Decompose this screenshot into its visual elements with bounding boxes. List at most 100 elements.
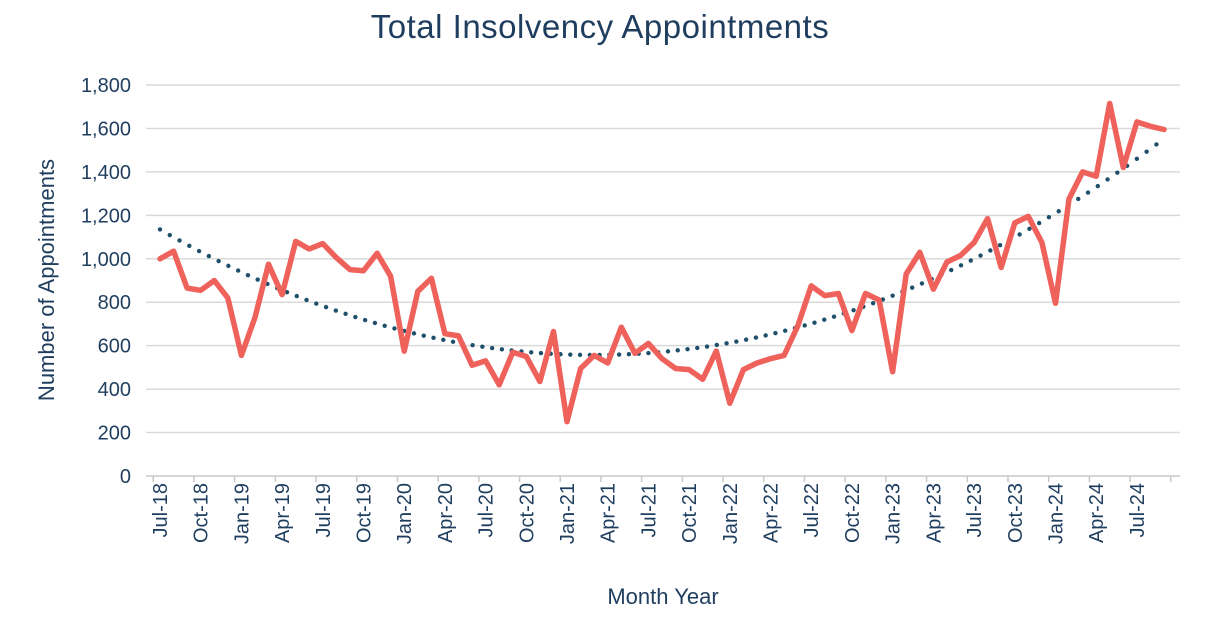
trendline-dot [499, 347, 505, 352]
trendline-dot [1056, 209, 1061, 214]
trendline-dot [978, 253, 983, 258]
trendline-dot [441, 337, 446, 343]
x-tick-label: Jul-18 [150, 483, 172, 537]
x-axis-title: Month Year [607, 584, 719, 609]
x-tick-label: Apr-22 [761, 483, 783, 543]
y-tick-label: 1,200 [81, 205, 131, 227]
trendline-dot [353, 314, 358, 320]
x-tick-label: Oct-21 [679, 483, 701, 543]
trendline-dot [1134, 156, 1140, 162]
trendline-dot [226, 263, 231, 269]
trendline-dot [206, 253, 212, 259]
trendline-dot [802, 323, 807, 328]
trendline-dot [988, 248, 993, 253]
x-tick-label: Jan-21 [557, 483, 579, 544]
x-tick-label: Oct-19 [354, 483, 376, 543]
x-tick-label: Apr-19 [272, 483, 294, 543]
trendline-dot [235, 268, 241, 273]
trendline-dot [1027, 226, 1032, 232]
x-tick-label: Jul-22 [801, 483, 823, 537]
trendline-dot [665, 349, 671, 354]
trendline-dot [812, 320, 817, 325]
x-tick-label: Jul-19 [313, 483, 335, 537]
trendline-dot [753, 335, 759, 340]
trendline-dot [949, 267, 954, 273]
x-tick-label: Jan-23 [883, 483, 905, 544]
trendline-dot [577, 352, 583, 358]
trendline-dot [304, 297, 309, 303]
trendline-dot [685, 347, 690, 352]
y-tick-label: 600 [98, 336, 131, 358]
trendline-dot [1154, 142, 1159, 147]
trendline-dot [187, 243, 192, 249]
trendline-dot [489, 345, 495, 351]
x-tick-label: Apr-20 [435, 483, 457, 543]
x-tick-label: Jul-21 [638, 483, 660, 537]
trendline-dot [909, 285, 915, 290]
trendline-dot [450, 339, 456, 344]
trendline-dot [196, 248, 202, 254]
trendline-dot [294, 293, 299, 299]
trendline-dot [568, 352, 573, 357]
trendline-dot [372, 320, 378, 326]
x-tick-label: Jan-24 [1045, 483, 1067, 544]
trendline-dot [245, 272, 251, 278]
trendline-dot [421, 333, 426, 338]
y-tick-label: 400 [98, 379, 131, 401]
trendline-dot [157, 227, 163, 232]
trendline-dot [782, 328, 788, 333]
trendline-dot [255, 277, 260, 282]
trendline-dot [763, 333, 768, 338]
trendline-dot [323, 304, 329, 310]
trendline-dot [734, 339, 739, 344]
trendline-dot [167, 232, 172, 238]
trendline-dot [626, 352, 632, 357]
x-tick-label: Oct-22 [842, 483, 864, 543]
trendline-dot [1036, 220, 1042, 226]
trendline-dot [831, 314, 837, 319]
trendline-dot [714, 342, 720, 348]
y-tick-label: 800 [98, 292, 131, 314]
trendline-dot [1115, 170, 1120, 175]
x-tick-label: Jan-22 [720, 483, 742, 544]
trendline-dot [216, 258, 221, 264]
trendline-dot [997, 243, 1003, 248]
trendline-dot [480, 344, 485, 349]
y-tick-label: 1,800 [81, 75, 131, 97]
trendline-dot [919, 281, 925, 286]
trendline-dot [646, 350, 651, 356]
trendline-dot [1144, 149, 1149, 154]
trendline-dot [890, 293, 895, 298]
appointments-line [157, 100, 1167, 425]
x-tick-label: Apr-24 [1086, 483, 1108, 543]
trendline-dot [1105, 177, 1110, 182]
trendline-dot [773, 330, 778, 336]
trendline-dot [431, 335, 436, 341]
x-tick-label: Oct-23 [1005, 483, 1027, 543]
trendline-dot [177, 238, 182, 243]
x-tick-label: Oct-20 [516, 483, 538, 543]
trendline-dot [1076, 196, 1081, 202]
x-tick-label: Apr-23 [923, 483, 945, 543]
trendline-dot [1046, 215, 1052, 220]
y-tick-label: 1,000 [81, 249, 131, 271]
trendline-dot [284, 289, 290, 295]
y-tick-label: 1,400 [81, 162, 131, 184]
x-tick-label: Jul-23 [964, 483, 986, 537]
y-tick-label: 200 [98, 423, 131, 445]
y-tick-label: 1,600 [81, 118, 131, 140]
trendline-dot [382, 323, 387, 328]
trendline-dot [870, 300, 876, 306]
trendline-dot [743, 337, 749, 342]
chart-title: Total Insolvency Appointments [370, 8, 830, 45]
trendline-dot [822, 317, 827, 322]
x-tick-label: Oct-18 [191, 483, 213, 543]
x-tick-label: Jan-20 [394, 483, 416, 544]
trendline-dot [314, 301, 319, 306]
trendline-dot [411, 331, 417, 336]
trendline-dot [362, 317, 368, 323]
trendline-dot [529, 350, 534, 355]
trendline-dot [616, 352, 622, 357]
